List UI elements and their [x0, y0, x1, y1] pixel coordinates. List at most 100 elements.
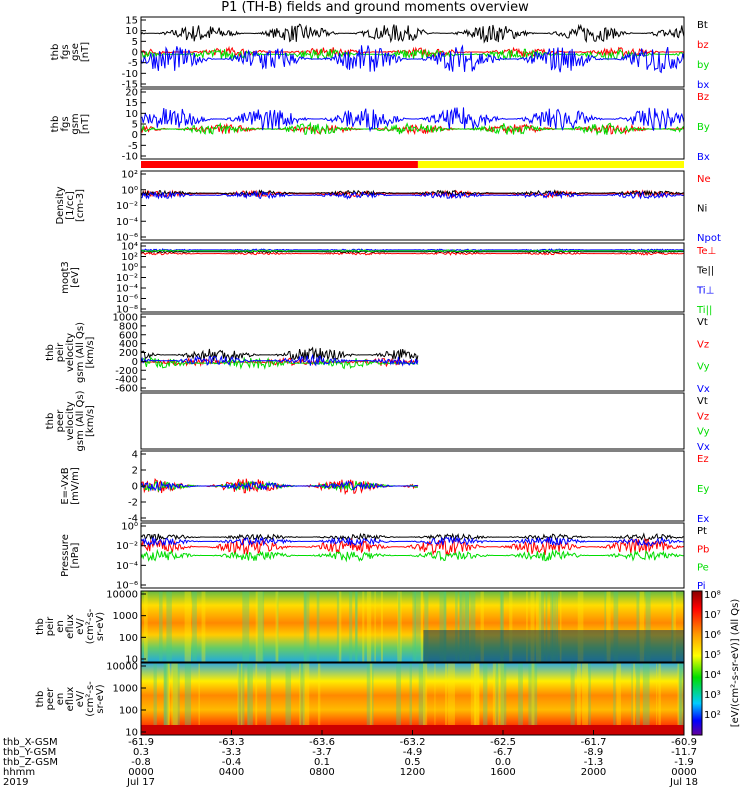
heatmap-stripe: [645, 591, 651, 662]
y-tick-label: 10: [125, 26, 138, 37]
y-axis-label: fgs: [60, 116, 71, 131]
panel-frame: [140, 590, 685, 663]
y-axis-label: peer: [55, 409, 66, 433]
heatmap-stripe: [474, 663, 480, 735]
y-axis-label: [eV]: [70, 267, 81, 288]
ephemeris-value: 1200: [400, 767, 425, 778]
heatmap-stripe: [500, 663, 507, 735]
series-line-Ti⊥: [140, 248, 685, 252]
y-tick-label: 10: [125, 728, 138, 739]
panel-peir_en: 10000 1000 100 10 thb peir en eflux eV/(cm²-s-sr…: [35, 590, 685, 666]
y-tick-label: -600: [115, 384, 138, 395]
ephemeris-value: -62.5: [490, 737, 516, 748]
y-axis-label: thb: [50, 44, 61, 61]
y-tick-label: 4: [132, 450, 138, 461]
ephemeris-value: -63.6: [309, 737, 335, 748]
heatmap-stripe: [613, 663, 616, 735]
colorbar-tick-label: 10⁵: [704, 650, 721, 661]
heatmap-stripe: [184, 663, 192, 735]
legend-entry-Vt: Vt: [697, 317, 708, 328]
legend-entry-bx: bx: [697, 80, 709, 91]
heatmap-stripe: [639, 591, 645, 662]
ephemeris-value: -0.4: [222, 757, 242, 768]
heatmap-stripe: [275, 591, 279, 662]
ephemeris-value: -61.7: [581, 737, 607, 748]
panel-frame: [140, 522, 685, 589]
heatmap-stripe: [671, 591, 674, 662]
heatmap-stripe: [559, 591, 562, 662]
mode-bar-red: [141, 161, 418, 168]
legend-entry-Te⊥: Te⊥: [696, 246, 716, 257]
heatmap-stripe: [556, 591, 559, 662]
heatmap-stripe: [499, 591, 504, 662]
heatmap-stripe: [606, 591, 611, 662]
heatmap-stripe: [459, 591, 464, 662]
ephemeris-value: -11.7: [671, 747, 697, 758]
y-tick-label: 15: [125, 16, 138, 27]
y-axis-label: moqt3: [60, 261, 71, 294]
heatmap-stripe: [492, 663, 497, 735]
panel-peer_vel: thb peer velocity gsm (All Qs) [km/s] Vt Vz Vy V…: [45, 390, 710, 453]
legend-entry-Vy: Vy: [697, 362, 710, 373]
colorbar-tick-label: 10⁶: [704, 630, 721, 641]
panel-pressure: 10⁰ 10⁻² 10⁻⁴ 10⁻⁶ Pressure [nPa] Pt Pb Pe Pi: [60, 522, 709, 593]
heatmap-stripe: [455, 591, 458, 662]
y-tick-label: 10⁴: [121, 242, 138, 253]
heatmap-stripe: [550, 591, 553, 662]
heatmap-stripe: [163, 663, 169, 735]
series-line-Ti||: [140, 249, 685, 253]
y-tick-label: 10⁰: [121, 522, 138, 533]
y-axis-label: velocity: [65, 333, 76, 372]
heatmap-stripe: [184, 591, 191, 662]
y-tick-label: 10²: [121, 252, 138, 263]
heatmap-stripe: [633, 663, 636, 735]
series-line-Npot: [141, 190, 685, 200]
ephemeris-value: Jul 18: [669, 777, 698, 788]
heatmap-stripe: [412, 591, 416, 662]
heatmap-stripe: [470, 663, 477, 735]
y-axis-label: [nT]: [80, 42, 91, 62]
heatmap-stripe: [439, 591, 447, 662]
legend-entry-Pb: Pb: [697, 544, 709, 555]
series-line-Te⊥: [140, 251, 685, 256]
y-axis-label: gsm (All Qs): [75, 390, 86, 451]
y-tick-label: 10²: [121, 170, 138, 181]
y-axis-label: Pressure: [60, 534, 71, 577]
y-tick-label: 10: [125, 109, 138, 120]
heatmap-stripe: [398, 591, 401, 662]
series-line-Vx: [140, 353, 419, 367]
heatmap-stripe: [636, 663, 640, 735]
ephemeris-label: thb_Z-GSM: [3, 757, 58, 768]
y-axis-label: eflux: [65, 687, 76, 712]
legend-entry-Ti||: Ti||: [696, 305, 712, 316]
heatmap-stripe: [237, 663, 245, 735]
heatmap-stripe: [355, 591, 358, 662]
panel-density: 10² 10⁰ 10⁻² 10⁻⁴ 10⁻⁶ Density [1/cc] [cm-3] Ne N…: [55, 170, 721, 245]
heatmap-stripe: [349, 591, 353, 662]
ephemeris-value: -60.9: [671, 737, 697, 748]
y-tick-label: 2: [132, 466, 138, 477]
heatmap-stripe: [509, 591, 513, 662]
y-tick-label: 0: [132, 48, 138, 59]
heatmap-stripe: [528, 663, 535, 735]
y-tick-label: 10⁻⁶: [116, 581, 138, 592]
heatmap-stripe: [445, 663, 448, 735]
y-axis-label: eflux: [65, 614, 76, 639]
y-axis-label: sr-eV): [95, 612, 106, 641]
series-line-Te||: [141, 250, 684, 254]
series-line-Ni: [140, 189, 685, 198]
y-tick-label: 10⁻⁴: [116, 284, 138, 295]
y-tick-label: 100: [119, 706, 138, 717]
ephemeris-value: 0.1: [314, 757, 330, 768]
ephemeris-label: hhmm: [3, 767, 35, 778]
y-axis-label: velocity: [65, 401, 76, 440]
heatmap-stripe: [551, 591, 557, 662]
heatmap-stripe: [656, 663, 658, 735]
heatmap-stripe: [518, 663, 523, 735]
heatmap-peer_en: [141, 663, 684, 735]
y-axis-label: E=-VxB: [60, 467, 71, 504]
y-tick-label: 0: [132, 130, 138, 141]
panel-frame: [140, 170, 685, 241]
heatmap-stripe: [470, 591, 476, 662]
